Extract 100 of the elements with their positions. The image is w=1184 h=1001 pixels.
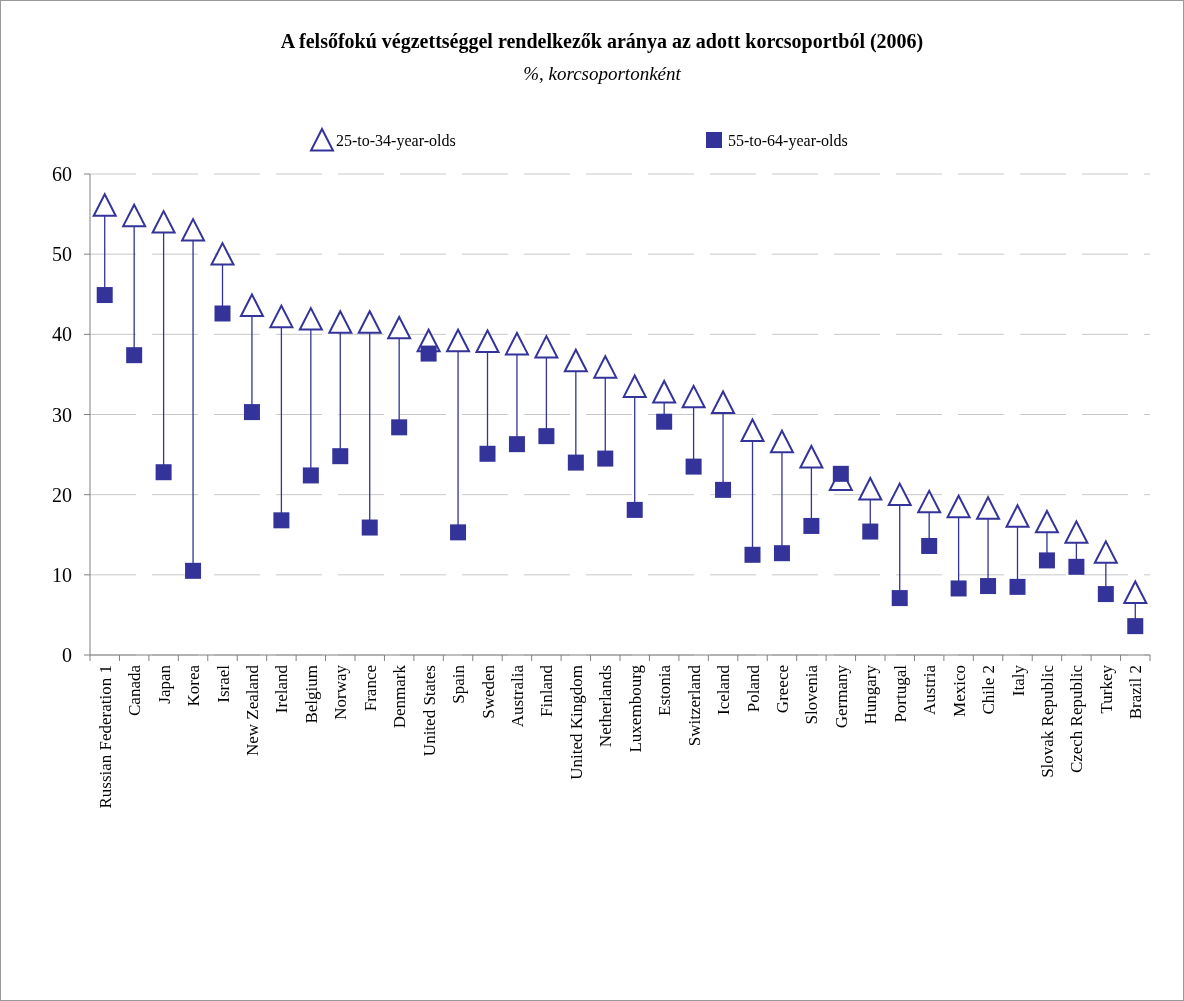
point: [1005, 504, 1030, 528]
point: [155, 464, 172, 481]
point: [239, 293, 264, 317]
point: [652, 380, 677, 404]
x-tick-label: Czech Republic: [1067, 664, 1087, 774]
x-tick-label: Russian Federation 1: [95, 665, 115, 809]
point: [685, 458, 702, 475]
point: [1038, 552, 1055, 569]
x-tick-label: Norway: [331, 664, 351, 720]
x-tick-label: Ireland: [272, 664, 292, 714]
point: [508, 436, 525, 453]
x-tick-label: New Zealand: [242, 664, 262, 757]
y-tick-label: 0: [62, 644, 72, 666]
point: [387, 315, 412, 340]
point: [185, 562, 202, 579]
point: [479, 445, 496, 462]
x-tick-label: Korea: [184, 664, 204, 707]
point: [243, 404, 260, 421]
x-tick-label: Portugal: [890, 664, 910, 723]
x-tick-label: Greece: [772, 665, 792, 714]
point: [1127, 618, 1144, 635]
x-tick-label: Japan: [154, 664, 174, 704]
x-tick-label: Australia: [507, 664, 527, 728]
point: [1093, 540, 1118, 564]
point: [420, 345, 437, 362]
x-tick-label: Germany: [831, 664, 851, 729]
point: [563, 348, 588, 373]
x-tick-label: Estonia: [655, 664, 675, 716]
x-tick-label: Belgium: [301, 665, 321, 724]
point: [626, 501, 643, 518]
point: [1123, 580, 1148, 604]
point: [681, 384, 706, 409]
point: [773, 545, 790, 562]
point: [122, 203, 147, 228]
point: [332, 448, 349, 465]
x-tick-label: France: [360, 665, 380, 712]
legend-label: 25-to-34-year-olds: [336, 132, 456, 150]
point: [126, 347, 143, 364]
x-tick-label: Slovak Republic: [1037, 664, 1057, 778]
point: [298, 307, 323, 331]
y-tick-label: 50: [52, 243, 72, 266]
y-tick-label: 60: [52, 163, 72, 185]
x-tick-label: Iceland: [714, 664, 734, 716]
point: [391, 419, 408, 436]
point: [887, 482, 912, 507]
x-tick-label: Italy: [1008, 664, 1028, 697]
point: [534, 335, 559, 359]
x-tick-label: Israel: [213, 664, 233, 703]
point: [950, 580, 967, 597]
point: [214, 305, 231, 322]
chart-subtitle: %, korcsoportonként: [523, 63, 682, 84]
point: [273, 512, 290, 529]
x-tick-label: Sweden: [478, 664, 498, 719]
point: [946, 494, 971, 519]
x-tick-label: Netherlands: [596, 665, 616, 748]
point: [744, 546, 761, 563]
x-tick-label: Finland: [537, 664, 557, 717]
point: [799, 444, 824, 469]
x-tick-label: Luxembourg: [625, 664, 645, 753]
point: [858, 477, 883, 501]
point: [538, 428, 555, 445]
point: [567, 454, 584, 471]
point: [769, 429, 794, 454]
y-tick-label: 40: [52, 323, 72, 346]
point: [1097, 586, 1114, 603]
point: [980, 578, 997, 595]
point: [1034, 509, 1059, 534]
x-tick-label: Slovenia: [802, 664, 822, 725]
legend-label: 55-to-64-year-olds: [728, 132, 848, 150]
point: [302, 467, 319, 484]
point: [475, 329, 500, 353]
point: [96, 287, 113, 304]
x-tick-label: Brazil 2: [1126, 665, 1146, 720]
point: [656, 413, 673, 430]
x-tick-label: Denmark: [390, 664, 410, 729]
point: [361, 519, 378, 536]
point: [1009, 578, 1026, 595]
point: [269, 304, 294, 329]
x-tick-label: Mexico: [949, 665, 969, 717]
x-tick-label: Hungary: [861, 664, 881, 725]
point: [803, 517, 820, 534]
point: [450, 524, 467, 541]
point: [711, 390, 736, 414]
point: [740, 418, 765, 442]
x-tick-label: Chile 2: [979, 665, 999, 715]
x-tick-label: Austria: [920, 664, 940, 716]
point: [917, 489, 942, 514]
point: [593, 355, 618, 379]
point: [151, 210, 176, 234]
point: [862, 523, 879, 540]
point: [210, 242, 235, 266]
x-tick-label: United States: [419, 665, 439, 757]
x-tick-label: Turkey: [1096, 664, 1116, 714]
point: [832, 465, 849, 482]
chart-title: A felsőfokú végzettséggel rendelkezők aránya az adott korcsoportból (2006): [280, 30, 924, 53]
point: [921, 537, 938, 554]
y-tick-label: 20: [52, 483, 72, 506]
x-tick-label: Spain: [449, 664, 469, 704]
y-tick-label: 10: [52, 563, 72, 586]
point: [504, 331, 529, 356]
